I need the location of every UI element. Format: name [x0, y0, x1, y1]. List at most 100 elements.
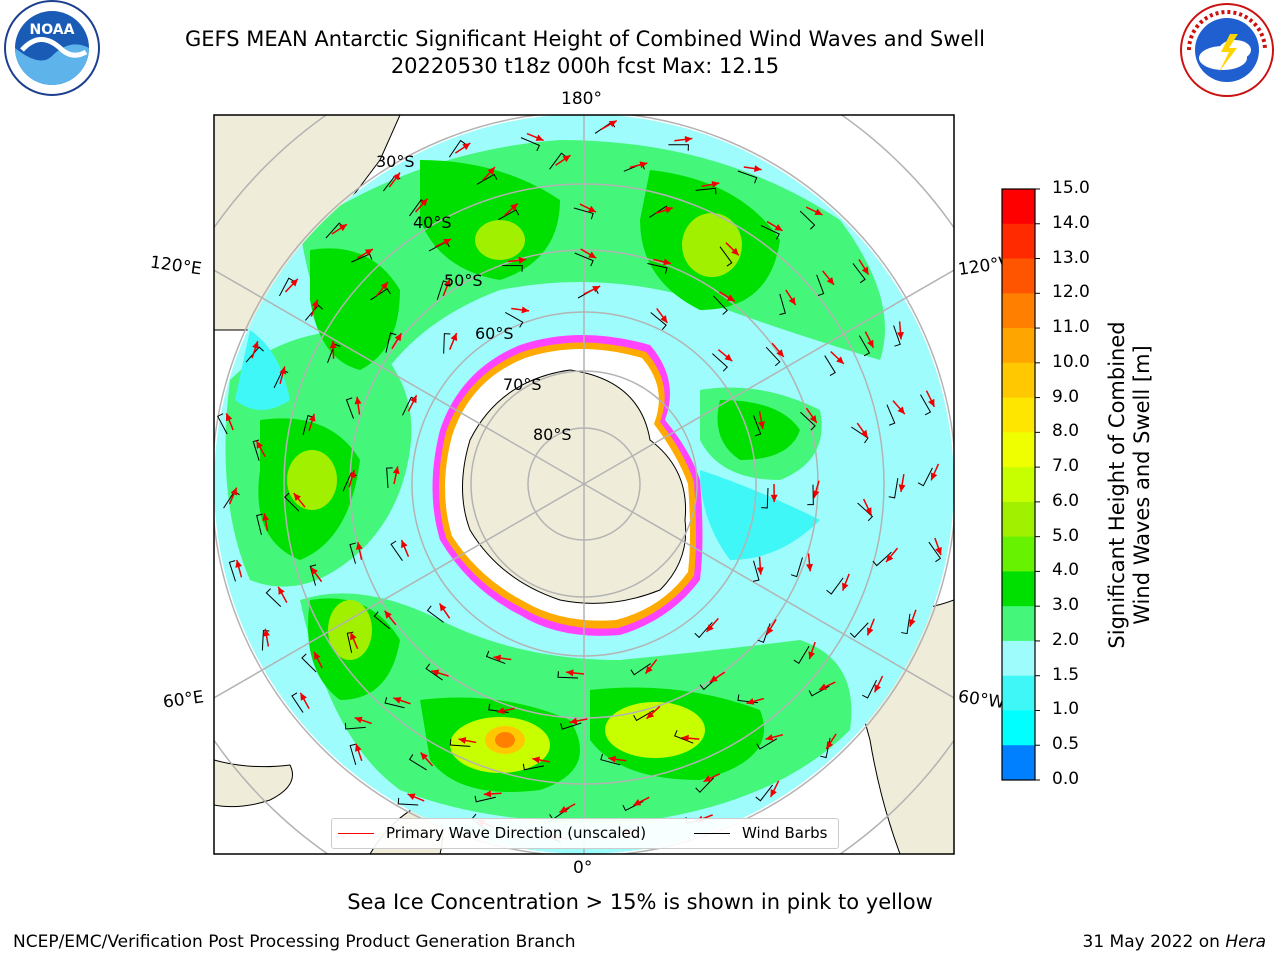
wave-direction-arrowhead [770, 494, 778, 502]
wave-direction-arrowhead [444, 279, 451, 288]
colorbar-swatch [1002, 362, 1035, 399]
wave-direction-arrowhead [898, 484, 906, 492]
wind-barb [849, 622, 869, 638]
wave-direction-arrowhead [310, 567, 318, 576]
wave-direction-arrowhead [394, 333, 402, 342]
wind-barb [384, 697, 405, 709]
wave-direction-arrowhead [746, 698, 755, 705]
colorbar-label-line1: Significant Height of Combined [1105, 321, 1129, 649]
legend-item-barbs: Wind Barbs [694, 824, 827, 842]
wave-direction-arrowhead [588, 251, 597, 259]
wind-barb [425, 663, 443, 681]
wind-barb [261, 630, 270, 651]
legend-swatch-barbs [694, 832, 730, 834]
lon-label-180: 180° [561, 89, 602, 109]
wave-direction-arrowhead [886, 554, 894, 563]
wave-direction-arrowhead [874, 684, 881, 693]
wind-barb [256, 513, 263, 536]
wave-direction-arrowhead [487, 167, 495, 175]
wave-direction-arrowhead [458, 737, 467, 744]
map-frame [213, 114, 955, 855]
wind-barb [291, 692, 304, 713]
colorbar-swatch [1002, 571, 1035, 607]
wave-direction-arrowhead [566, 669, 574, 677]
wind-barb [600, 753, 621, 766]
wave-direction-arrowhead [928, 398, 935, 407]
wave-direction-arrowhead [684, 135, 693, 143]
wave-direction-arrowhead [350, 632, 357, 641]
antarctica [432, 335, 703, 636]
wave-direction-arrowhead [393, 697, 402, 704]
wave-direction-arrowhead [380, 281, 388, 290]
wind-barb [695, 187, 717, 195]
wave-direction-arrowhead [633, 799, 642, 806]
wind-barb [790, 557, 803, 578]
colorbar-label: Significant Height of Combined Wind Wave… [1105, 321, 1155, 648]
wave-direction-arrowhead [535, 134, 544, 141]
wind-barb [252, 439, 260, 461]
wave-direction-arrowhead [935, 547, 942, 555]
wave-direction-arrowhead [592, 286, 601, 293]
colorbar-tick-label: 9.0 [1052, 386, 1080, 407]
wave-direction-arrowhead [392, 466, 400, 475]
wave-direction-arrowhead [842, 582, 849, 591]
colorbar-tick-label: 8.0 [1052, 421, 1080, 442]
wind-barb [505, 312, 524, 328]
footer-date: 31 May 2022 on Hera [1083, 932, 1267, 952]
wave-direction-arrowhead [355, 542, 363, 550]
wave-direction-arrowhead [819, 683, 828, 690]
wave-direction-arrowhead [608, 120, 617, 128]
wave-direction-arrowhead [930, 472, 938, 481]
wind-barb [279, 277, 295, 297]
wave-direction-arrowhead [443, 238, 452, 246]
wind-barb [901, 613, 911, 635]
wave-direction-arrowhead [392, 172, 400, 181]
lat-label-40s: 40°S [413, 213, 452, 232]
wind-barb [344, 722, 366, 730]
nws-logo [1180, 3, 1274, 97]
wave-direction-arrowhead [826, 277, 835, 285]
colorbar-tick-label: 2.0 [1052, 629, 1080, 650]
colorbar-swatch [1002, 223, 1035, 260]
wave-direction-arrowhead [562, 155, 571, 163]
wind-barb [920, 394, 932, 416]
wave-direction-arrowhead [814, 208, 823, 215]
wind-barb [520, 137, 541, 152]
colorbar-swatch [1002, 328, 1035, 364]
wave-direction-arrowhead [836, 356, 844, 364]
wave-direction-arrowhead [639, 161, 648, 169]
wind-barb [228, 560, 236, 582]
wave-direction-arrowhead [709, 675, 718, 683]
wave-direction-arrowhead [766, 626, 774, 635]
wind-barb [502, 265, 523, 272]
wave-direction-arrowhead [765, 734, 774, 741]
wave-direction-arrowhead [496, 707, 505, 715]
wave-direction-arrowhead [756, 567, 764, 575]
plot-title: GEFS MEAN Antarctic Significant Height o… [184, 27, 986, 51]
wave-direction-arrowhead [866, 627, 874, 636]
colorbar-swatch [1002, 258, 1035, 294]
wave-direction-arrowhead [329, 340, 337, 349]
wind-barb [761, 487, 769, 509]
wave-direction-arrowhead [384, 610, 392, 619]
wave-direction-arrowhead [263, 628, 270, 637]
wind-barb [397, 797, 419, 806]
wind-barb [557, 671, 579, 679]
wave-direction-arrowhead [897, 331, 904, 340]
wind-barb [217, 413, 228, 435]
colorbar-swatch [1002, 397, 1035, 433]
legend-swatch-wave [338, 832, 374, 834]
wave-direction-arrowhead [420, 198, 428, 207]
wind-barb [485, 650, 506, 665]
wind-barb [824, 355, 836, 377]
map-panel [213, 114, 955, 855]
wind-barb [647, 263, 668, 274]
wave-direction-arrowhead [339, 224, 347, 232]
wind-barb [917, 467, 933, 487]
wave-direction-arrowhead [293, 493, 301, 501]
wave-direction-arrowhead [646, 711, 655, 719]
wave-direction-arrowhead [588, 205, 597, 213]
colorbar-swatch [1002, 745, 1035, 781]
wind-barb [630, 663, 651, 676]
colorbar-tick-label: 1.0 [1052, 699, 1080, 720]
